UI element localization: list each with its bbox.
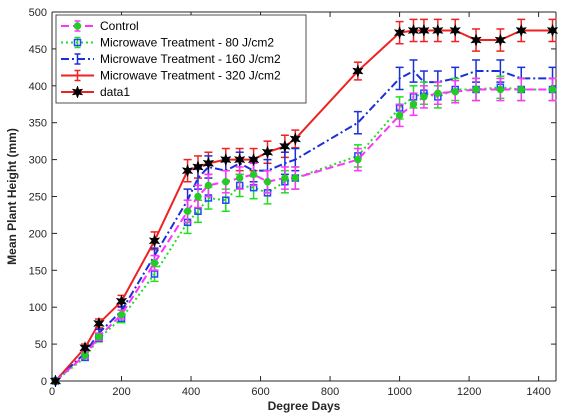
- legend: Control Microwave Treatment - 80 J/cm2 Mic…: [55, 14, 307, 104]
- data-point: [183, 207, 192, 215]
- data-point: [418, 23, 430, 38]
- data-point: [434, 89, 442, 97]
- data-point: [470, 33, 482, 47]
- y-tick-label: 450: [29, 44, 47, 56]
- data-point: [515, 23, 528, 38]
- y-tick-label: 200: [29, 228, 47, 240]
- y-tick-label: 300: [29, 155, 47, 167]
- legend-item: Microwave Treatment - 80 J/cm2: [61, 36, 274, 50]
- data-point: [204, 181, 213, 190]
- data-point: [222, 196, 230, 204]
- series-0: [51, 77, 557, 385]
- y-axis-label: Mean Plant Height (mm): [5, 128, 19, 265]
- data-point: [517, 85, 525, 94]
- data-point: [420, 93, 428, 101]
- data-point: [494, 33, 507, 47]
- y-tick-label: 50: [35, 339, 47, 351]
- x-tick-label: 400: [182, 386, 200, 398]
- data-point: [291, 174, 300, 182]
- data-point: [95, 333, 103, 341]
- legend-label: Microwave Treatment - 160 J/cm2: [100, 52, 281, 66]
- x-tick-label: 200: [112, 386, 130, 398]
- data-point: [49, 374, 62, 388]
- x-axis-label: Degree Days: [268, 399, 341, 413]
- y-tick-label: 400: [29, 81, 47, 93]
- data-point: [115, 294, 128, 309]
- x-tick-label: 800: [321, 386, 339, 398]
- legend-marker: [73, 22, 82, 30]
- data-point: [202, 156, 215, 171]
- data-point: [409, 100, 418, 108]
- data-point: [219, 152, 232, 167]
- data-point: [235, 174, 244, 182]
- data-point: [148, 234, 161, 248]
- x-tick-label: 1000: [387, 386, 411, 398]
- data-point: [194, 192, 202, 201]
- legend-label: Microwave Treatment - 80 J/cm2: [100, 36, 274, 50]
- data-point: [263, 178, 272, 186]
- data-point: [222, 178, 230, 186]
- x-tick-label: 600: [251, 386, 269, 398]
- series-layer: [49, 18, 559, 388]
- legend-item: Microwave Treatment - 320 J/cm2: [61, 69, 281, 83]
- data-point: [548, 85, 557, 94]
- data-point: [354, 155, 362, 164]
- legend-item: data1: [61, 85, 130, 99]
- data-point: [393, 25, 406, 40]
- legend-marker: [73, 38, 82, 47]
- data-point: [472, 85, 480, 94]
- axes: 0 200 400 600 800 1000 1200 1400 0 50 100 150 200 250…: [29, 7, 557, 398]
- data-point: [247, 152, 260, 167]
- data-point: [233, 152, 246, 167]
- legend-item: Control: [61, 19, 139, 33]
- data-point: [496, 85, 505, 94]
- data-point: [181, 163, 194, 178]
- data-point: [279, 139, 291, 154]
- data-point: [192, 160, 204, 174]
- data-point: [546, 23, 559, 38]
- legend-marker: [71, 85, 84, 99]
- y-tick-label: 250: [29, 192, 47, 204]
- x-tick-label: 1200: [457, 386, 481, 398]
- y-tick-label: 100: [29, 302, 47, 314]
- x-tick-label: 0: [49, 386, 55, 398]
- series-4: [49, 23, 559, 388]
- data-point: [451, 88, 459, 96]
- data-point: [79, 341, 91, 355]
- x-tick-label: 1400: [526, 386, 550, 398]
- data-point: [249, 170, 258, 179]
- legend-label: Control: [100, 19, 139, 33]
- legend-label: data1: [100, 85, 130, 99]
- data-point: [281, 174, 289, 182]
- data-point: [93, 316, 105, 331]
- legend-label: Microwave Treatment - 320 J/cm2: [100, 69, 281, 83]
- y-tick-label: 0: [41, 376, 47, 388]
- data-point: [431, 23, 444, 38]
- series-line: [54, 69, 553, 382]
- data-point: [261, 145, 274, 159]
- data-point: [395, 111, 404, 120]
- y-tick-label: 350: [29, 118, 47, 130]
- legend-item: Microwave Treatment - 160 J/cm2: [61, 52, 281, 66]
- y-tick-label: 500: [29, 7, 47, 19]
- data-point: [117, 310, 126, 319]
- y-tick-label: 150: [29, 265, 47, 277]
- legend-box: [55, 14, 307, 104]
- data-point: [449, 23, 462, 38]
- data-point: [352, 64, 364, 78]
- data-point: [289, 132, 302, 146]
- data-point: [150, 259, 159, 267]
